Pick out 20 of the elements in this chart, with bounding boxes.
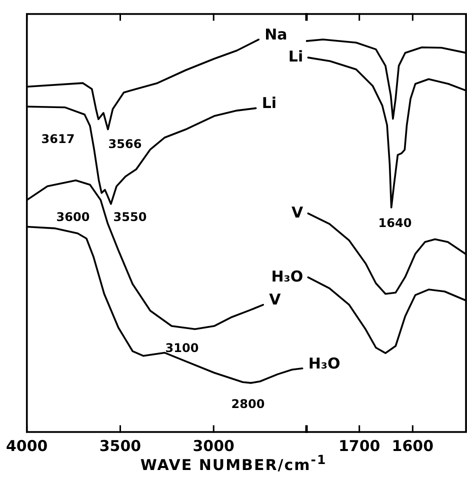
x-tick-label: 3000 bbox=[192, 436, 234, 455]
series-label: Na bbox=[264, 25, 288, 44]
x-tick-label: 1600 bbox=[392, 436, 434, 455]
annotation: 3550 bbox=[113, 210, 147, 224]
series-label: V bbox=[269, 290, 282, 309]
series-label: H₃O bbox=[271, 267, 304, 286]
annotation: 3617 bbox=[41, 132, 75, 146]
annotation: 1640 bbox=[378, 216, 412, 230]
series-label: H₃O bbox=[308, 354, 340, 372]
annotation: 3100 bbox=[165, 341, 199, 356]
annotation: 2800 bbox=[231, 397, 265, 412]
series-label: V bbox=[292, 203, 304, 222]
x-tick-label: 4000 bbox=[6, 436, 48, 455]
annotation: 3600 bbox=[56, 210, 90, 224]
x-axis-title: WAVE NUMBER/cm$^{-1}$ bbox=[140, 452, 327, 474]
annotation: 3566 bbox=[108, 137, 142, 152]
series-label: Li bbox=[262, 94, 277, 112]
x-tick-label: 3500 bbox=[99, 436, 142, 455]
x-tick-label: 1700 bbox=[338, 436, 380, 455]
series-label: Li bbox=[288, 47, 304, 66]
